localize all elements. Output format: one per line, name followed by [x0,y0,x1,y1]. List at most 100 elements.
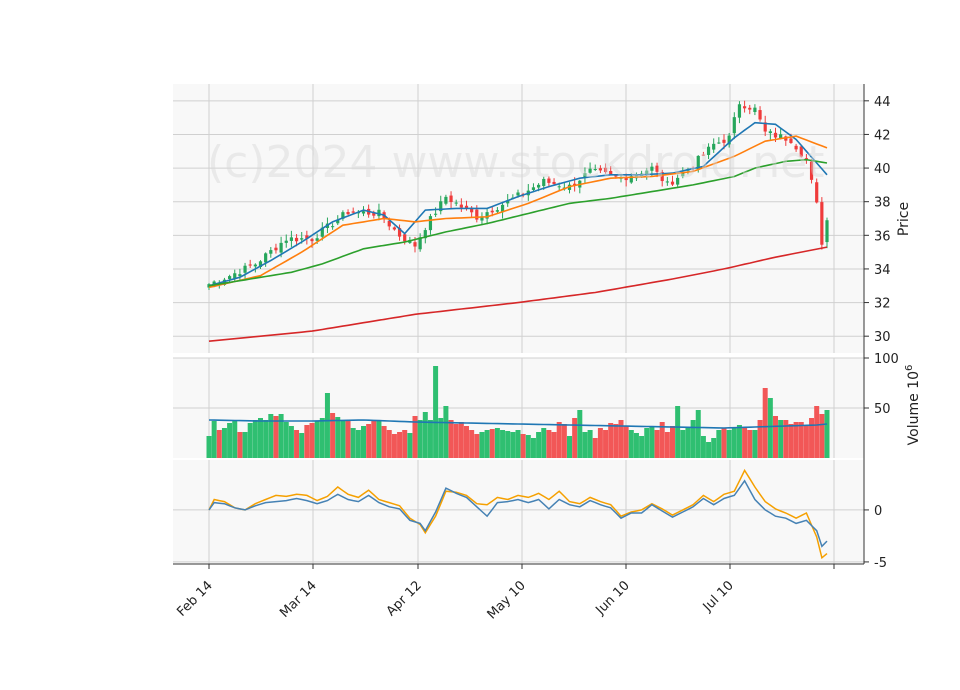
candle-body [392,227,396,230]
candle-body [341,212,345,219]
volume-bar [464,426,469,458]
candle-body [331,226,335,228]
candle-body [820,202,824,245]
volume-bar [278,414,284,458]
volume-bar [731,427,737,458]
candle-body [593,169,597,171]
volume-bar [345,421,351,458]
volume-bar [633,433,639,458]
candle-body [264,253,268,263]
candle-body [825,220,829,243]
volume-axis-label: Volume 106 [904,365,922,446]
candle-body [655,165,659,172]
price-y-tick-label: 38 [874,196,891,211]
volume-bar [664,432,670,458]
volume-bar [556,422,562,458]
candle-body [470,207,474,213]
candle-body [444,196,448,204]
candle-body [485,212,489,219]
volume-bar [654,430,660,458]
volume-bar [319,418,325,458]
volume-bar [232,420,238,458]
candle-body [387,220,391,227]
volume-bar [448,420,454,458]
moving-average-line-4 [208,246,828,342]
candle-body [454,202,458,204]
candle-body [464,205,469,209]
volume-bar [247,423,253,458]
volume-bar [803,426,809,458]
volume-bar [206,436,212,458]
price-y-tick-label: 30 [874,330,891,345]
volume-bar [427,420,433,458]
volume-bar [819,414,825,458]
volume-bar [227,423,233,458]
volume-bar [433,366,439,458]
volume-bar [273,416,279,458]
volume-bar [242,432,248,458]
candle-body [336,219,340,224]
volume-bar [623,426,629,458]
candle-body [665,181,669,183]
moving-average-line-2 [208,135,828,289]
osc-y-tick-label: 0 [874,504,882,519]
volume-bar [283,422,289,458]
candle-body [351,211,355,213]
candle-body [500,204,505,213]
volume-bar [809,418,815,458]
candle-body [743,106,747,109]
candle-body [727,135,731,145]
volume-y-tick-label: 100 [874,352,899,367]
candle-body [413,242,417,247]
candle-body [274,247,278,251]
candle-body [768,131,772,134]
volume-bar [371,420,377,458]
volume-bar [577,410,583,458]
volume-bar [680,430,686,458]
volume-bar [340,421,346,458]
candle-body [506,200,510,204]
candle-body [516,192,520,196]
volume-bar [299,433,305,458]
candle-body [722,139,726,143]
candle-body [603,167,608,173]
price-y-tick-label: 44 [874,95,891,110]
oscillator-line-2 [208,479,828,548]
oscillator-layer [208,468,828,560]
volume-bar [216,430,222,458]
candle-body [253,264,257,267]
volume-average-line [208,419,828,429]
volume-bar [814,406,820,458]
volume-bar [716,430,722,458]
volume-bar [443,406,449,458]
volume-bar [773,416,778,458]
volume-bar [474,434,480,458]
volume-bar [221,428,227,458]
volume-bar [788,424,794,458]
volume-bar [505,431,511,458]
candle-body [629,176,633,183]
candle-body [243,265,247,273]
volume-bar [397,432,403,458]
watermark: (c)2024 www.stockdroid.net [207,137,824,188]
volume-bar [489,429,495,458]
volume-bar [510,432,516,458]
volume-bar [484,430,490,458]
volume-bar [252,420,258,458]
candle-body [650,166,654,171]
candle-body [696,155,700,170]
x-tick-label: Jun 10 [593,578,633,618]
candle-body [372,212,376,216]
volume-bar [551,432,557,458]
volume-bar [561,424,567,458]
volume-bar [335,417,341,458]
volume-bar [546,430,552,458]
candle-body [804,158,808,160]
volume-bar [288,426,294,458]
volume-bar [649,426,655,458]
candle-body [289,237,293,241]
price-y-tick-label: 42 [874,128,891,143]
volume-bar [355,430,361,458]
x-tick-label: Apr 12 [384,578,425,619]
volume-bar [742,428,748,458]
